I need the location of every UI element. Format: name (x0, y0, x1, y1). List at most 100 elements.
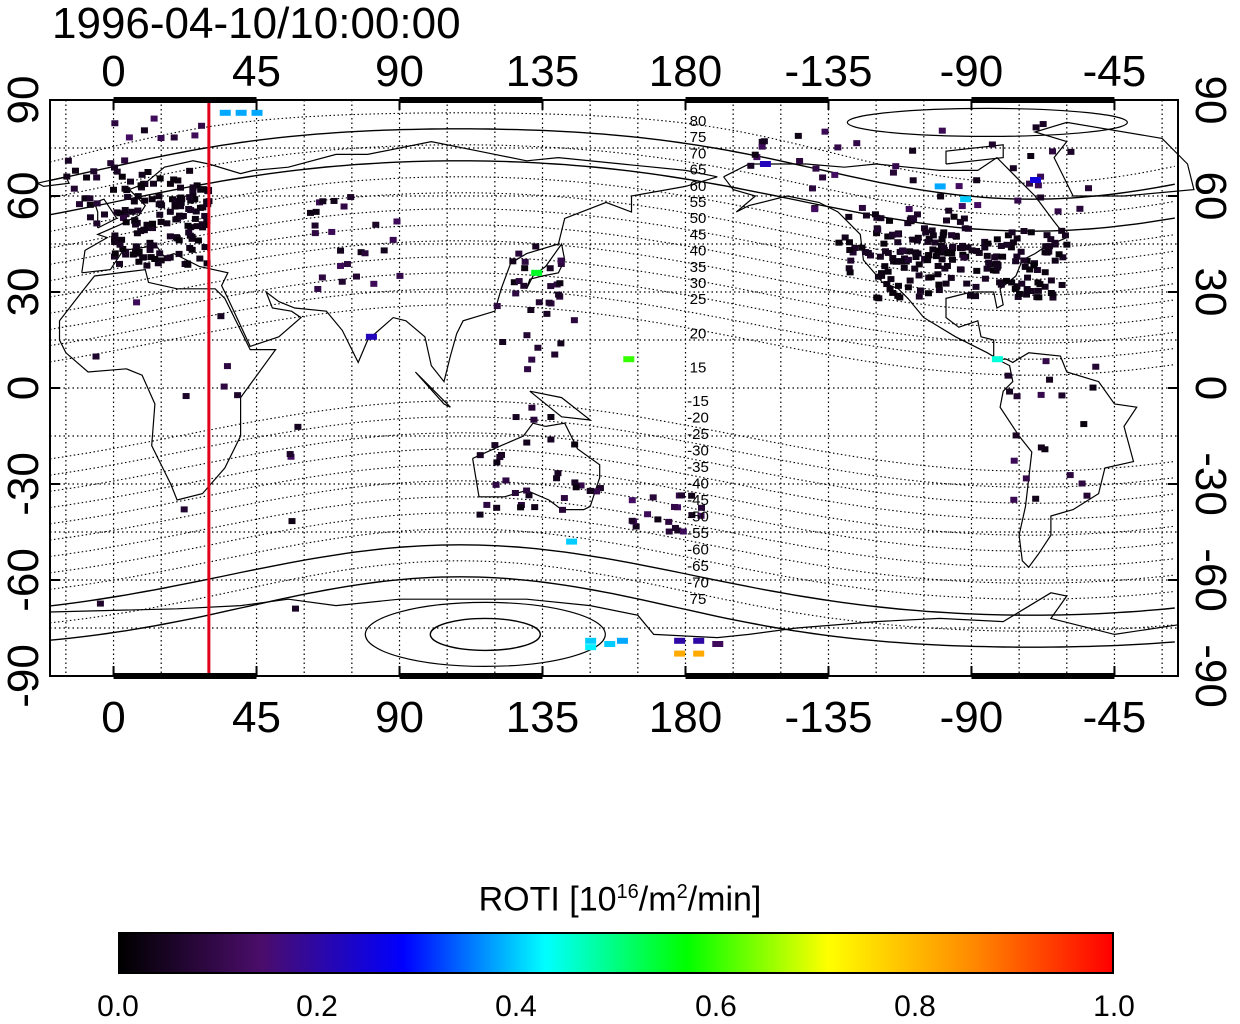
roti-pixel (883, 281, 891, 288)
roti-pixel (141, 197, 149, 204)
roti-pixel (985, 259, 993, 266)
roti-pixel (845, 213, 853, 220)
roti-pixel (251, 109, 263, 116)
roti-pixel (86, 201, 94, 208)
roti-pixel (1037, 444, 1045, 451)
coastline (945, 144, 1004, 165)
roti-pixel (834, 144, 842, 151)
roti-pixel (1061, 232, 1069, 239)
roti-pixel (949, 243, 957, 250)
roti-pixel (963, 280, 971, 287)
coastlines (37, 121, 1195, 639)
colorbar-tick-label: 0.0 (97, 990, 139, 1023)
maglat-label: 20 (690, 325, 707, 342)
roti-pixel (189, 184, 197, 191)
roti-pixel (520, 282, 528, 289)
y-tick-label-right: -30 (1186, 452, 1235, 516)
roti-pixel (389, 236, 397, 243)
roti-pixel (180, 506, 188, 513)
roti-pixel (1092, 363, 1100, 370)
roti-pixel (1014, 197, 1022, 204)
roti-pixel (1032, 124, 1040, 131)
roti-pixel (151, 255, 159, 262)
x-tick-label-top: 135 (506, 47, 579, 96)
roti-pixel (889, 255, 897, 262)
roti-pixel (943, 263, 951, 270)
roti-pixel (163, 220, 171, 227)
roti-pixel (1047, 236, 1055, 243)
roti-pixel (991, 254, 999, 261)
roti-pixel (981, 244, 989, 251)
roti-pixel (147, 254, 155, 261)
roti-pixel (81, 195, 89, 202)
roti-pixel (132, 244, 140, 251)
roti-pixel (187, 197, 195, 204)
colorbar-tick-label: 0.4 (495, 990, 537, 1023)
roti-pixel (139, 254, 147, 261)
roti-pixel (964, 244, 972, 251)
roti-pixel (864, 249, 872, 256)
roti-pixel (794, 132, 802, 139)
maglat-label: 55 (690, 194, 707, 211)
roti-pixel (858, 244, 866, 251)
roti-pixel (1051, 257, 1059, 264)
roti-pixel (809, 185, 817, 192)
roti-pixel (133, 230, 141, 237)
roti-pixel (671, 524, 679, 531)
roti-pixel (991, 356, 1003, 363)
roti-pixel (1089, 384, 1097, 391)
roti-pixel (199, 224, 207, 231)
roti-pixel (483, 501, 491, 508)
roti-pixel (932, 253, 940, 260)
roti-pixel (604, 641, 616, 647)
roti-pixel (688, 512, 696, 519)
roti-pixel (760, 138, 768, 145)
roti-pixel (547, 413, 555, 420)
roti-colorbar (118, 932, 1114, 974)
roti-pixel (135, 248, 143, 255)
roti-pixel (1037, 391, 1045, 398)
roti-pixel (547, 436, 555, 443)
edge-bar (399, 97, 543, 103)
roti-pixel (960, 196, 972, 203)
roti-pixel (910, 215, 918, 222)
roti-pixel (905, 206, 913, 213)
lat-lon-grid (50, 100, 1178, 676)
roti-pixel (556, 280, 564, 287)
colorbar-tick-label: 0.6 (695, 990, 737, 1023)
roti-pixel (1055, 251, 1063, 258)
roti-pixel (847, 257, 855, 264)
roti-pixel (528, 356, 536, 363)
roti-pixel (166, 233, 174, 240)
roti-pixel (1020, 228, 1028, 235)
roti-pixel (948, 250, 956, 257)
roti-pixel (157, 135, 165, 142)
roti-pixel (192, 208, 200, 215)
roti-pixel (845, 265, 853, 272)
roti-pixel (491, 442, 499, 449)
roti-pixel (751, 151, 759, 158)
magnetic-latitude-labels: 8075706560555045403530252015-15-20-25-30… (687, 113, 709, 608)
roti-pixel (874, 226, 882, 233)
roti-pixel (644, 511, 652, 518)
roti-pixel (628, 497, 636, 504)
roti-pixel (1033, 266, 1041, 273)
x-tick-label-bottom: 90 (375, 693, 424, 742)
y-tick-label-left: -90 (0, 644, 48, 708)
roti-pixel (149, 180, 157, 187)
south-ring (429, 617, 542, 652)
roti-pixel (973, 267, 981, 274)
maglat-label: -45 (687, 492, 709, 509)
roti-pixel (170, 176, 178, 183)
roti-pixel (909, 147, 917, 154)
roti-pixel (493, 303, 501, 310)
roti-pixel (86, 195, 94, 202)
coastline (81, 140, 718, 383)
roti-pixel (688, 492, 696, 499)
roti-pixel (532, 243, 540, 250)
roti-pixel (93, 220, 101, 227)
roti-pixel (107, 160, 115, 167)
roti-pixel (111, 120, 119, 127)
roti-pixel (1067, 148, 1075, 155)
roti-pixel (894, 282, 902, 289)
